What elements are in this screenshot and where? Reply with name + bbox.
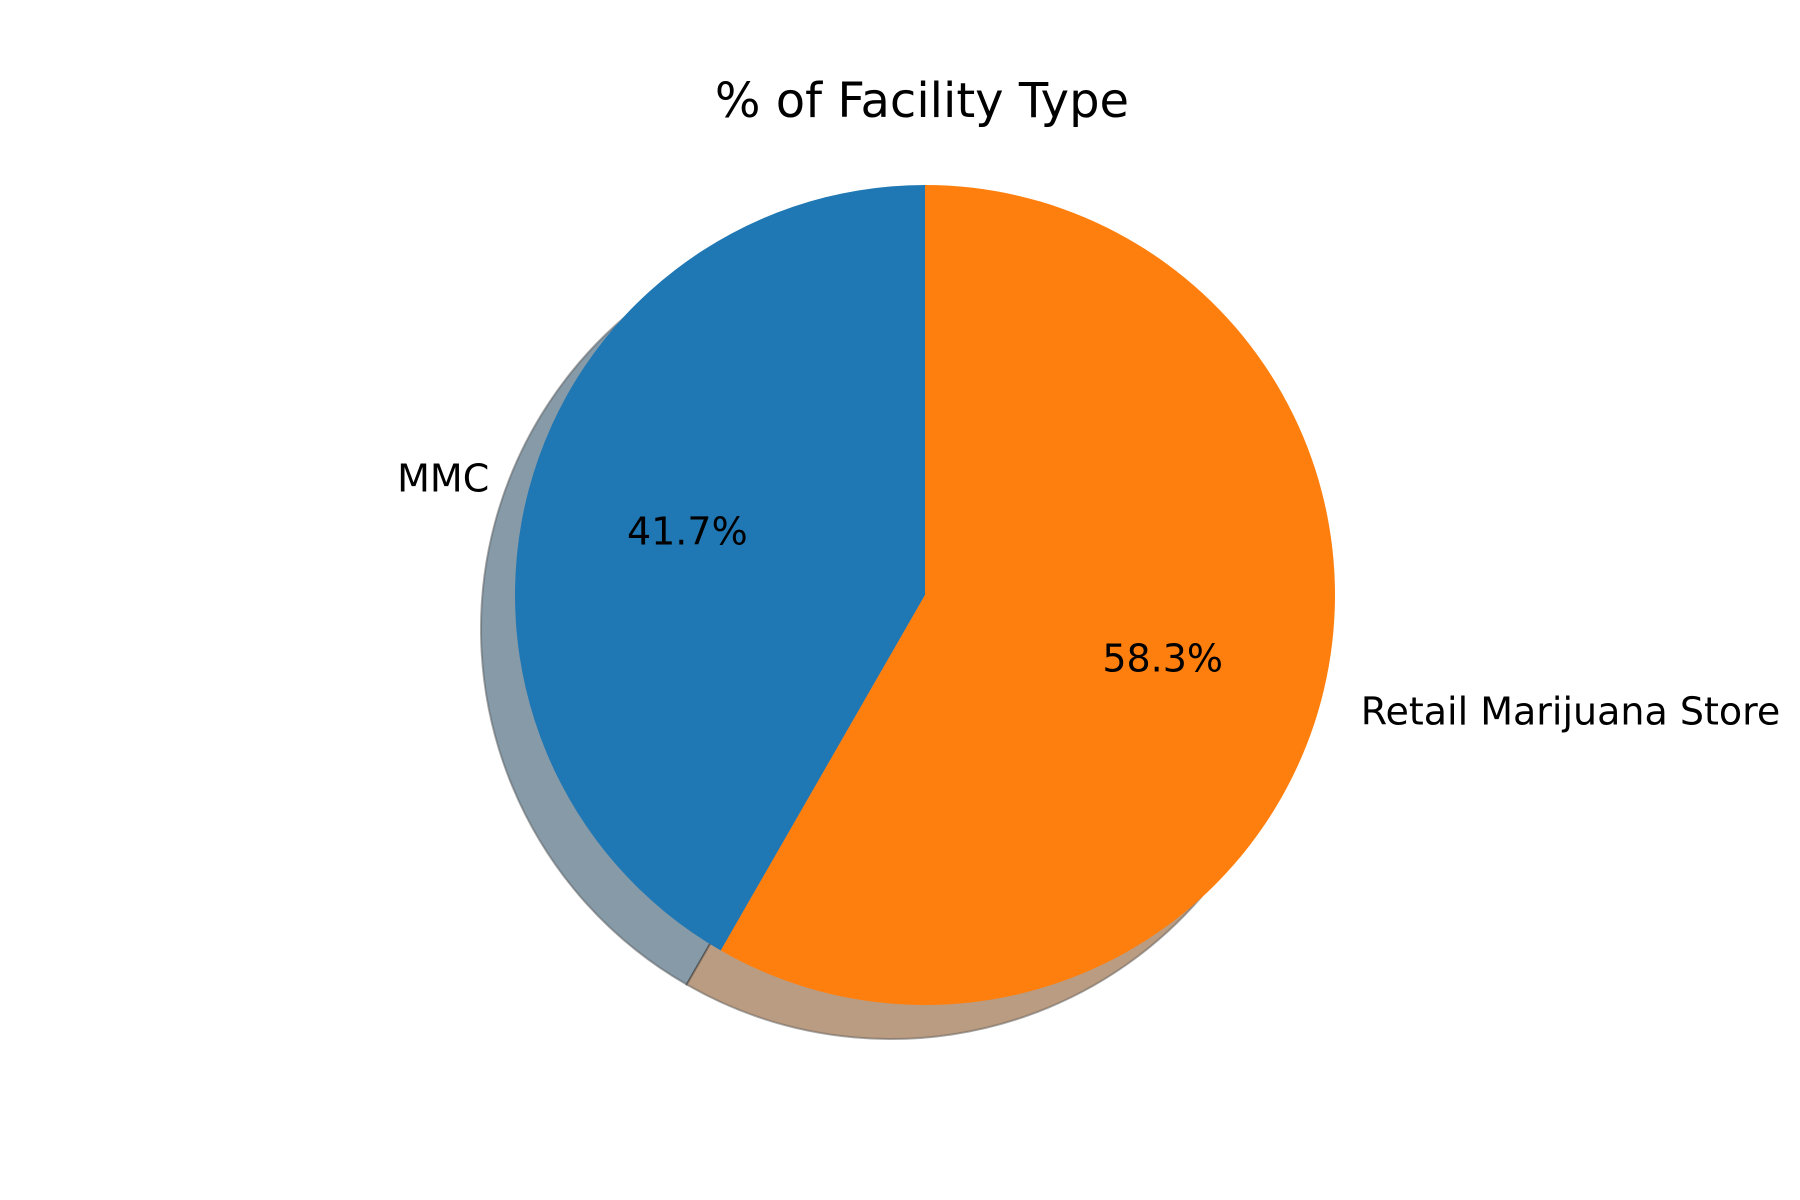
slice-label-mmc: MMC xyxy=(397,457,489,501)
slice-mmc xyxy=(515,185,925,951)
pie-label-layer: MMC 41.7% Retail Marijuana Store 58.3% xyxy=(397,457,1780,734)
pct-label-mmc: 41.7% xyxy=(627,510,748,554)
slice-retail-marijuana-store xyxy=(720,185,1335,1006)
pct-label-retail-marijuana-store: 58.3% xyxy=(1102,636,1223,680)
slice-label-retail-marijuana-store: Retail Marijuana Store xyxy=(1361,689,1781,733)
pie-slice-layer xyxy=(515,185,1335,1006)
chart-title: % of Facility Type xyxy=(715,73,1129,129)
